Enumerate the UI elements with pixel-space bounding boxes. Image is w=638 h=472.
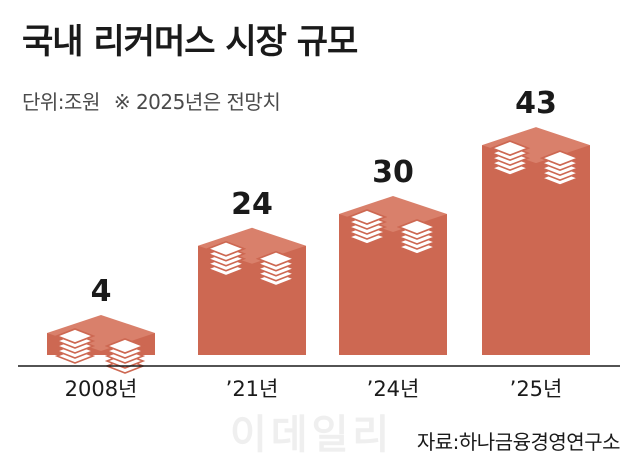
watermark-logo: 이데일리 xyxy=(230,412,394,458)
category-label-1: ’21년 xyxy=(226,377,279,401)
money-stack-right-0 xyxy=(104,338,146,374)
chart-title: 국내 리커머스 시장 규모 xyxy=(22,22,358,62)
money-stack-right-1 xyxy=(255,250,297,287)
forecast-note: ※ 2025년은 전망치 xyxy=(113,90,281,114)
bar-3 xyxy=(482,127,590,355)
category-label-3: ’25년 xyxy=(510,377,563,401)
bar-0 xyxy=(47,315,155,374)
value-label-3: 43 xyxy=(515,86,557,121)
unit-note-row: 단위:조원 ※ 2025년은 전망치 xyxy=(22,86,281,115)
category-label-2: ’24년 xyxy=(367,377,420,401)
value-label-2: 30 xyxy=(372,155,414,190)
money-stack-right-2 xyxy=(396,219,438,255)
money-stack-right-3 xyxy=(539,150,581,186)
value-label-1: 24 xyxy=(231,187,273,222)
bar-1 xyxy=(198,227,306,355)
money-stack-left-2 xyxy=(346,209,388,245)
category-label-0: 2008년 xyxy=(65,377,138,401)
source-note: 자료:하나금융경영연구소 xyxy=(416,430,621,454)
money-stack-left-3 xyxy=(489,140,531,176)
money-stack-left-1 xyxy=(205,240,247,277)
value-label-0: 4 xyxy=(91,274,112,309)
unit-note: 단위:조원 xyxy=(22,90,100,114)
money-stack-left-0 xyxy=(54,328,96,364)
bar-2 xyxy=(339,196,447,355)
